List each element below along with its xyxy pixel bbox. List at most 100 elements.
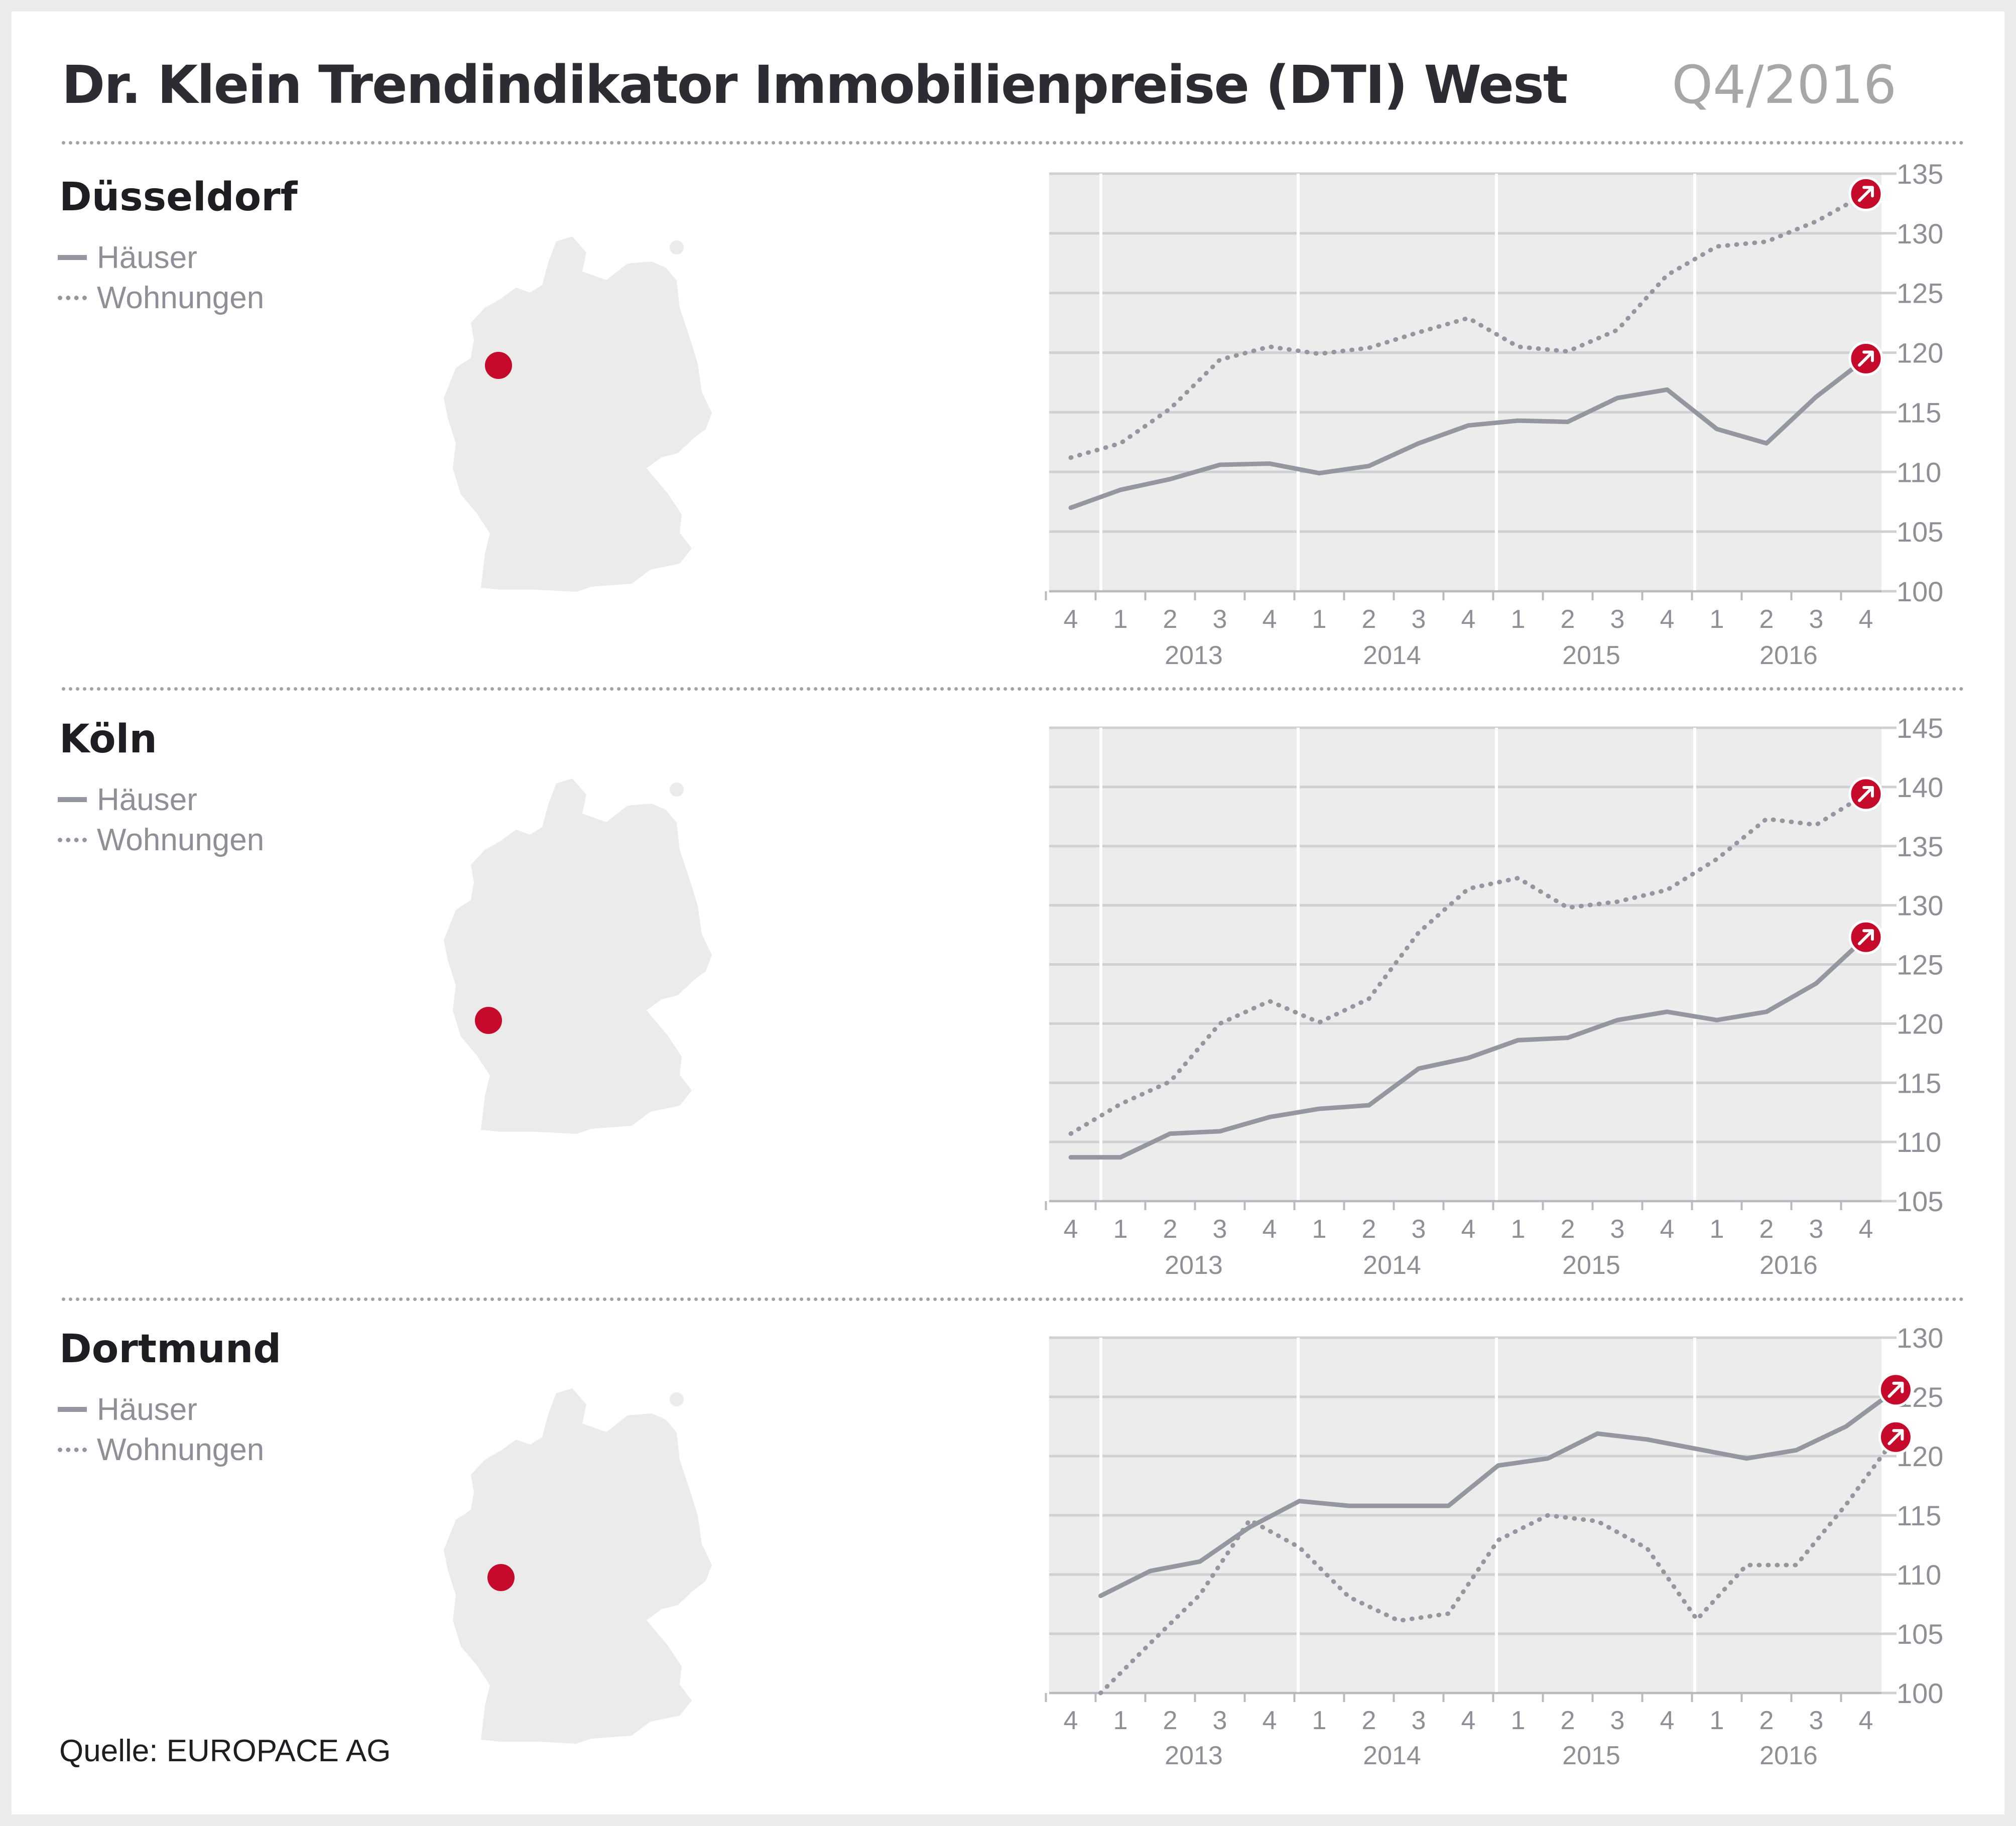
legend-solid-key — [58, 797, 87, 802]
island-shape — [670, 782, 684, 797]
x-quarter-label: 1 — [1113, 1706, 1128, 1735]
legend-houses: Häuser — [58, 240, 197, 275]
arrow-glyph — [1858, 786, 1874, 803]
x-quarter-label: 3 — [1809, 605, 1824, 634]
arrow-glyph — [1858, 186, 1874, 202]
x-quarter-label: 2 — [1163, 605, 1178, 634]
x-year-label: 2016 — [1759, 641, 1818, 670]
legend-houses-label: Häuser — [97, 240, 197, 275]
x-quarter-label: 3 — [1412, 1215, 1426, 1244]
x-quarter-label: 4 — [1461, 1706, 1476, 1735]
x-quarter-label: 4 — [1859, 1215, 1873, 1244]
houses-line — [1098, 1387, 1898, 1598]
arrow-glyph — [1887, 1429, 1904, 1446]
x-quarter-label: 2 — [1759, 605, 1774, 634]
infographic: Dr. Klein Trendindikator Immobilienpreis… — [12, 12, 2004, 1814]
x-quarter-label: 4 — [1263, 605, 1277, 634]
legend-houses: Häuser — [58, 1392, 197, 1427]
legend-houses-label: Häuser — [97, 782, 197, 817]
x-quarter-label: 3 — [1213, 605, 1227, 634]
x-quarter-label: 3 — [1412, 605, 1426, 634]
title-divider — [62, 141, 1964, 145]
x-quarter-label: 4 — [1263, 1215, 1277, 1244]
x-quarter-label: 4 — [1660, 1215, 1675, 1244]
y-tick-label: 115 — [1897, 1500, 1941, 1531]
legend-houses: Häuser — [58, 782, 197, 817]
legend-apartments: Wohnungen — [58, 822, 264, 857]
legend-dotted-key — [58, 295, 87, 300]
legend-houses-label: Häuser — [97, 1392, 197, 1427]
panel-divider — [62, 1297, 1964, 1301]
x-quarter-label: 1 — [1312, 1706, 1327, 1735]
legend-apartments-label: Wohnungen — [97, 280, 265, 315]
trend-up-arrow-icon — [1878, 1372, 1913, 1407]
trend-up-arrow-icon — [1878, 1419, 1913, 1455]
city-name-duesseldorf: Düsseldorf — [59, 175, 298, 220]
x-quarter-label: 2 — [1362, 605, 1376, 634]
y-tick-label: 145 — [1897, 712, 1943, 744]
legend-apartments: Wohnungen — [58, 1432, 264, 1467]
x-quarter-label: 4 — [1859, 605, 1873, 634]
arrow-glyph — [1858, 350, 1874, 367]
x-year-label: 2015 — [1562, 1251, 1620, 1280]
source-note: Quelle: EUROPACE AG — [59, 1734, 391, 1768]
chart-koeln: 105 110 115 120 125 130 135 140 145 4 1 2 3 4 1 2 3 4 1 2 3 4… — [1045, 712, 1943, 1280]
y-tick-label: 120 — [1897, 1008, 1943, 1039]
x-quarter-label: 3 — [1610, 605, 1625, 634]
houses-line — [1068, 356, 1868, 510]
x-quarter-label: 4 — [1660, 1706, 1675, 1735]
x-quarter-label: 2 — [1759, 1215, 1774, 1244]
y-tick-label: 130 — [1897, 218, 1943, 249]
x-quarter-label: 4 — [1859, 1706, 1873, 1735]
y-tick-label: 100 — [1897, 1677, 1943, 1709]
y-tick-label: 135 — [1897, 158, 1943, 190]
y-tick-label: 100 — [1897, 576, 1943, 607]
x-quarter-label: 3 — [1610, 1215, 1625, 1244]
y-tick-label: 115 — [1897, 1067, 1941, 1099]
apartments-line — [1068, 792, 1868, 1136]
x-year-label: 2014 — [1363, 1741, 1421, 1770]
panel-divider — [62, 687, 1964, 691]
y-tick-label: 135 — [1897, 831, 1943, 862]
x-quarter-label: 4 — [1064, 1706, 1078, 1735]
city-location-dot — [485, 352, 512, 379]
x-quarter-label: 1 — [1312, 1215, 1327, 1244]
germany-outline — [444, 778, 712, 1134]
x-quarter-label: 1 — [1113, 1215, 1128, 1244]
y-tick-label: 105 — [1897, 1618, 1943, 1650]
x-quarter-label: 2 — [1561, 605, 1575, 634]
germany-outline — [444, 1388, 712, 1744]
x-quarter-label: 2 — [1561, 1706, 1575, 1735]
x-quarter-label: 1 — [1710, 605, 1724, 634]
city-name-dortmund: Dortmund — [59, 1327, 282, 1372]
legend-apartments: Wohnungen — [58, 280, 264, 315]
x-quarter-label: 4 — [1660, 605, 1675, 634]
x-year-label: 2015 — [1562, 641, 1620, 670]
trend-up-arrow-icon — [1848, 776, 1883, 812]
x-quarter-label: 4 — [1064, 605, 1078, 634]
x-quarter-label: 1 — [1113, 605, 1128, 634]
chart-duesseldorf: 100 105 110 115 120 125 130 135 4 1 2 3 4 1 2 3 4 1 2 3 4 1 2 3… — [1045, 158, 1943, 670]
x-quarter-label: 3 — [1809, 1706, 1824, 1735]
x-quarter-label: 2 — [1163, 1215, 1178, 1244]
y-tick-label: 110 — [1897, 1559, 1941, 1591]
x-year-label: 2015 — [1562, 1741, 1620, 1770]
y-tick-label: 125 — [1897, 278, 1943, 309]
x-year-label: 2013 — [1165, 641, 1223, 670]
arrow-glyph — [1858, 929, 1874, 946]
x-quarter-label: 2 — [1759, 1706, 1774, 1735]
apartments-line — [1098, 1434, 1898, 1695]
y-tick-label: 110 — [1897, 1126, 1941, 1158]
legend-dotted-key — [58, 837, 87, 842]
city-location-dot — [475, 1007, 502, 1034]
x-year-label: 2014 — [1363, 641, 1421, 670]
x-quarter-label: 3 — [1213, 1706, 1227, 1735]
houses-line — [1068, 935, 1868, 1160]
y-tick-label: 130 — [1897, 1322, 1943, 1354]
y-tick-label: 105 — [1897, 516, 1943, 548]
x-quarter-label: 4 — [1461, 1215, 1476, 1244]
x-year-label: 2013 — [1165, 1741, 1223, 1770]
y-tick-label: 105 — [1897, 1186, 1943, 1217]
page-title: Dr. Klein Trendindikator Immobilienpreis… — [62, 54, 1568, 115]
